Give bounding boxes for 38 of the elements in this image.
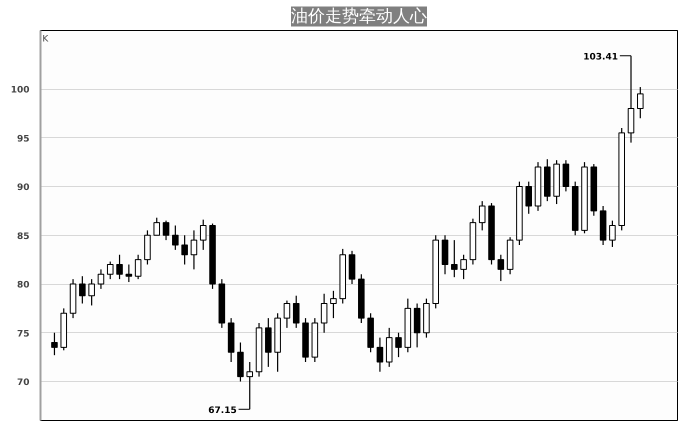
candlestick bbox=[79, 276, 86, 304]
candlestick bbox=[106, 260, 114, 280]
candlestick bbox=[562, 160, 570, 192]
candlestick bbox=[51, 332, 58, 356]
candlestick bbox=[134, 254, 142, 280]
candlestick bbox=[98, 268, 104, 290]
candlestick bbox=[88, 278, 95, 306]
candlestick bbox=[181, 234, 188, 266]
candlestick bbox=[460, 254, 467, 280]
candlestick bbox=[609, 220, 616, 248]
candlestick bbox=[292, 295, 300, 328]
candlestick bbox=[395, 332, 402, 358]
y-tick-label: 90 bbox=[16, 183, 30, 193]
candlestick bbox=[200, 219, 207, 250]
y-tick-label: 85 bbox=[16, 232, 30, 242]
y-tick-label: 95 bbox=[16, 134, 30, 144]
candlestick bbox=[376, 337, 384, 372]
candlestick bbox=[637, 86, 644, 119]
candlestick bbox=[162, 220, 170, 241]
candlestick bbox=[478, 200, 486, 231]
annotation: 103.41 bbox=[583, 52, 618, 62]
candlestick bbox=[320, 293, 328, 334]
y-axis-title: K bbox=[42, 34, 50, 44]
candlestick bbox=[330, 290, 337, 319]
y-tick-label: 75 bbox=[16, 329, 30, 340]
candlestick bbox=[498, 254, 504, 282]
candlestick bbox=[190, 230, 198, 270]
candlestick bbox=[116, 254, 123, 280]
y-tick-label: 100 bbox=[10, 86, 30, 96]
y-tick-label: 80 bbox=[16, 280, 30, 290]
y-tick-label: 70 bbox=[16, 378, 30, 388]
candlestick bbox=[172, 224, 179, 250]
annotation: 67.15 bbox=[208, 406, 237, 416]
candlestick bbox=[153, 217, 160, 236]
candlestick bbox=[451, 240, 458, 278]
candlestick bbox=[525, 181, 532, 214]
chart-title: 油价走势牵动人心 bbox=[291, 6, 427, 26]
candlestick bbox=[284, 300, 290, 328]
